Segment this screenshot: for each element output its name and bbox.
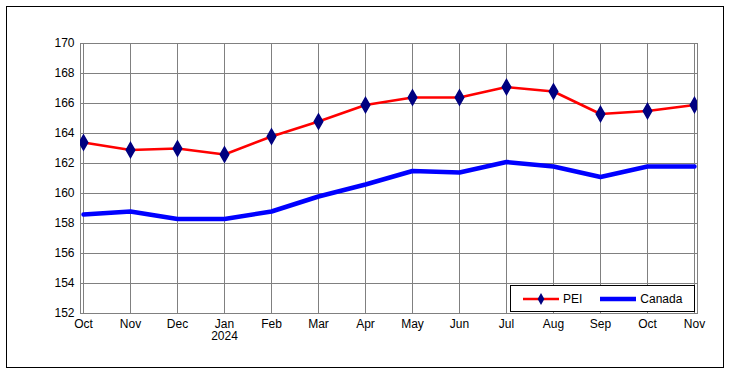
svg-text:Jan2024: Jan2024 bbox=[211, 317, 238, 343]
svg-text:Apr: Apr bbox=[356, 317, 375, 331]
svg-text:Feb: Feb bbox=[261, 317, 282, 331]
svg-text:152: 152 bbox=[54, 306, 74, 320]
svg-text:Oct: Oct bbox=[74, 317, 93, 331]
html-text:Canada: Canada bbox=[640, 291, 683, 306]
svg-text:156: 156 bbox=[54, 246, 74, 260]
svg-text:Sep: Sep bbox=[590, 317, 612, 331]
svg-text:Nov: Nov bbox=[684, 317, 705, 331]
svg-text:170: 170 bbox=[54, 36, 74, 50]
svg-text:Dec: Dec bbox=[167, 317, 188, 331]
svg-text:May: May bbox=[401, 317, 424, 331]
svg-text:Jun: Jun bbox=[450, 317, 469, 331]
svg-text:Jul: Jul bbox=[499, 317, 514, 331]
svg-text:160: 160 bbox=[54, 186, 74, 200]
svg-text:158: 158 bbox=[54, 216, 74, 230]
svg-text:166: 166 bbox=[54, 96, 74, 110]
svg-text:Aug: Aug bbox=[543, 317, 564, 331]
svg-text:Oct: Oct bbox=[638, 317, 657, 331]
svg-text:162: 162 bbox=[54, 156, 74, 170]
svg-text:164: 164 bbox=[54, 126, 74, 140]
svg-text:Mar: Mar bbox=[308, 317, 329, 331]
svg-text:154: 154 bbox=[54, 276, 74, 290]
svg-text:Nov: Nov bbox=[120, 317, 141, 331]
html-text:PEI: PEI bbox=[563, 291, 583, 306]
svg-text:168: 168 bbox=[54, 66, 74, 80]
